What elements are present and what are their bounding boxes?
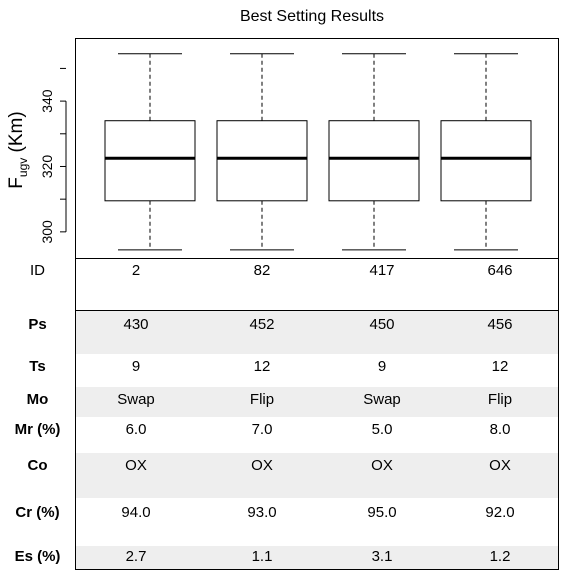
id-cell: 82	[207, 262, 317, 279]
table-cell: 9	[327, 358, 437, 375]
table-cell: 8.0	[445, 421, 555, 438]
row-label: Mo	[0, 391, 75, 408]
table-cell: 1.1	[207, 548, 317, 565]
row-label: Cr (%)	[0, 504, 75, 521]
table-row: Es (%) 2.7 1.1 3.1 1.2	[75, 546, 559, 570]
table-cell: 12	[445, 358, 555, 375]
table-cell: 5.0	[327, 421, 437, 438]
table-cell: Swap	[81, 391, 191, 408]
row-label: Ps	[0, 316, 75, 333]
y-axis: 300 320 340	[39, 68, 66, 243]
table-cell: 2.7	[81, 548, 191, 565]
box-plot: Best Setting Results Fugv (Km) 300 320 340	[0, 0, 564, 260]
table-cell: 456	[445, 316, 555, 333]
table-cell: 6.0	[81, 421, 191, 438]
y-tick-label: 320	[39, 155, 55, 179]
table-cell: 430	[81, 316, 191, 333]
box-iqr	[329, 121, 419, 201]
table-cell: 450	[327, 316, 437, 333]
table-row: Ts 9 12 9 12	[75, 354, 559, 387]
id-cell: 2	[81, 262, 191, 279]
id-row-label: ID	[0, 262, 75, 279]
table-row: Cr (%) 94.0 93.0 95.0 92.0	[75, 498, 559, 546]
y-tick-label: 340	[39, 89, 55, 113]
row-label: Co	[0, 457, 75, 474]
table-row: Ps 430 452 450 456	[75, 310, 559, 354]
table-cell: OX	[327, 457, 437, 474]
table-cell: Flip	[207, 391, 317, 408]
table-row: Mr (%) 6.0 7.0 5.0 8.0	[75, 417, 559, 453]
box-iqr	[217, 121, 307, 201]
chart-title: Best Setting Results	[240, 8, 384, 25]
table-cell: Swap	[327, 391, 437, 408]
boxes-group	[105, 54, 531, 250]
table-cell: 12	[207, 358, 317, 375]
table-cell: Flip	[445, 391, 555, 408]
box-iqr	[105, 121, 195, 201]
row-label: Ts	[0, 358, 75, 375]
svg-text:Fugv (Km): Fugv (Km)	[6, 111, 30, 188]
y-axis-label-main: F	[6, 177, 27, 189]
table-cell: 92.0	[445, 504, 555, 521]
table-cell: 9	[81, 358, 191, 375]
table-cell: 94.0	[81, 504, 191, 521]
id-cell: 417	[327, 262, 437, 279]
y-axis-label-sub: ugv	[16, 158, 30, 177]
table-cell: OX	[81, 457, 191, 474]
y-tick-label: 300	[39, 220, 55, 244]
table-row: Mo Swap Flip Swap Flip	[75, 387, 559, 417]
table-cell: OX	[207, 457, 317, 474]
table-cell: 95.0	[327, 504, 437, 521]
table-cell: 1.2	[445, 548, 555, 565]
table-cell: 93.0	[207, 504, 317, 521]
id-cell: 646	[445, 262, 555, 279]
table-cell: OX	[445, 457, 555, 474]
box-iqr	[441, 121, 531, 201]
y-axis-label: Fugv (Km)	[6, 111, 30, 188]
table-cell: 452	[207, 316, 317, 333]
settings-table: ID 2 82 417 646 Ps 430 452 450 456 Ts 9 12 9 12 Mo…	[75, 258, 559, 570]
id-row: ID 2 82 417 646	[75, 258, 559, 310]
table-cell: 7.0	[207, 421, 317, 438]
table-cell: 3.1	[327, 548, 437, 565]
table-divider	[75, 310, 559, 311]
table-row: Co OX OX OX OX	[75, 453, 559, 498]
row-label: Es (%)	[0, 548, 75, 565]
row-label: Mr (%)	[0, 421, 75, 438]
y-axis-label-unit: (Km)	[6, 111, 27, 157]
